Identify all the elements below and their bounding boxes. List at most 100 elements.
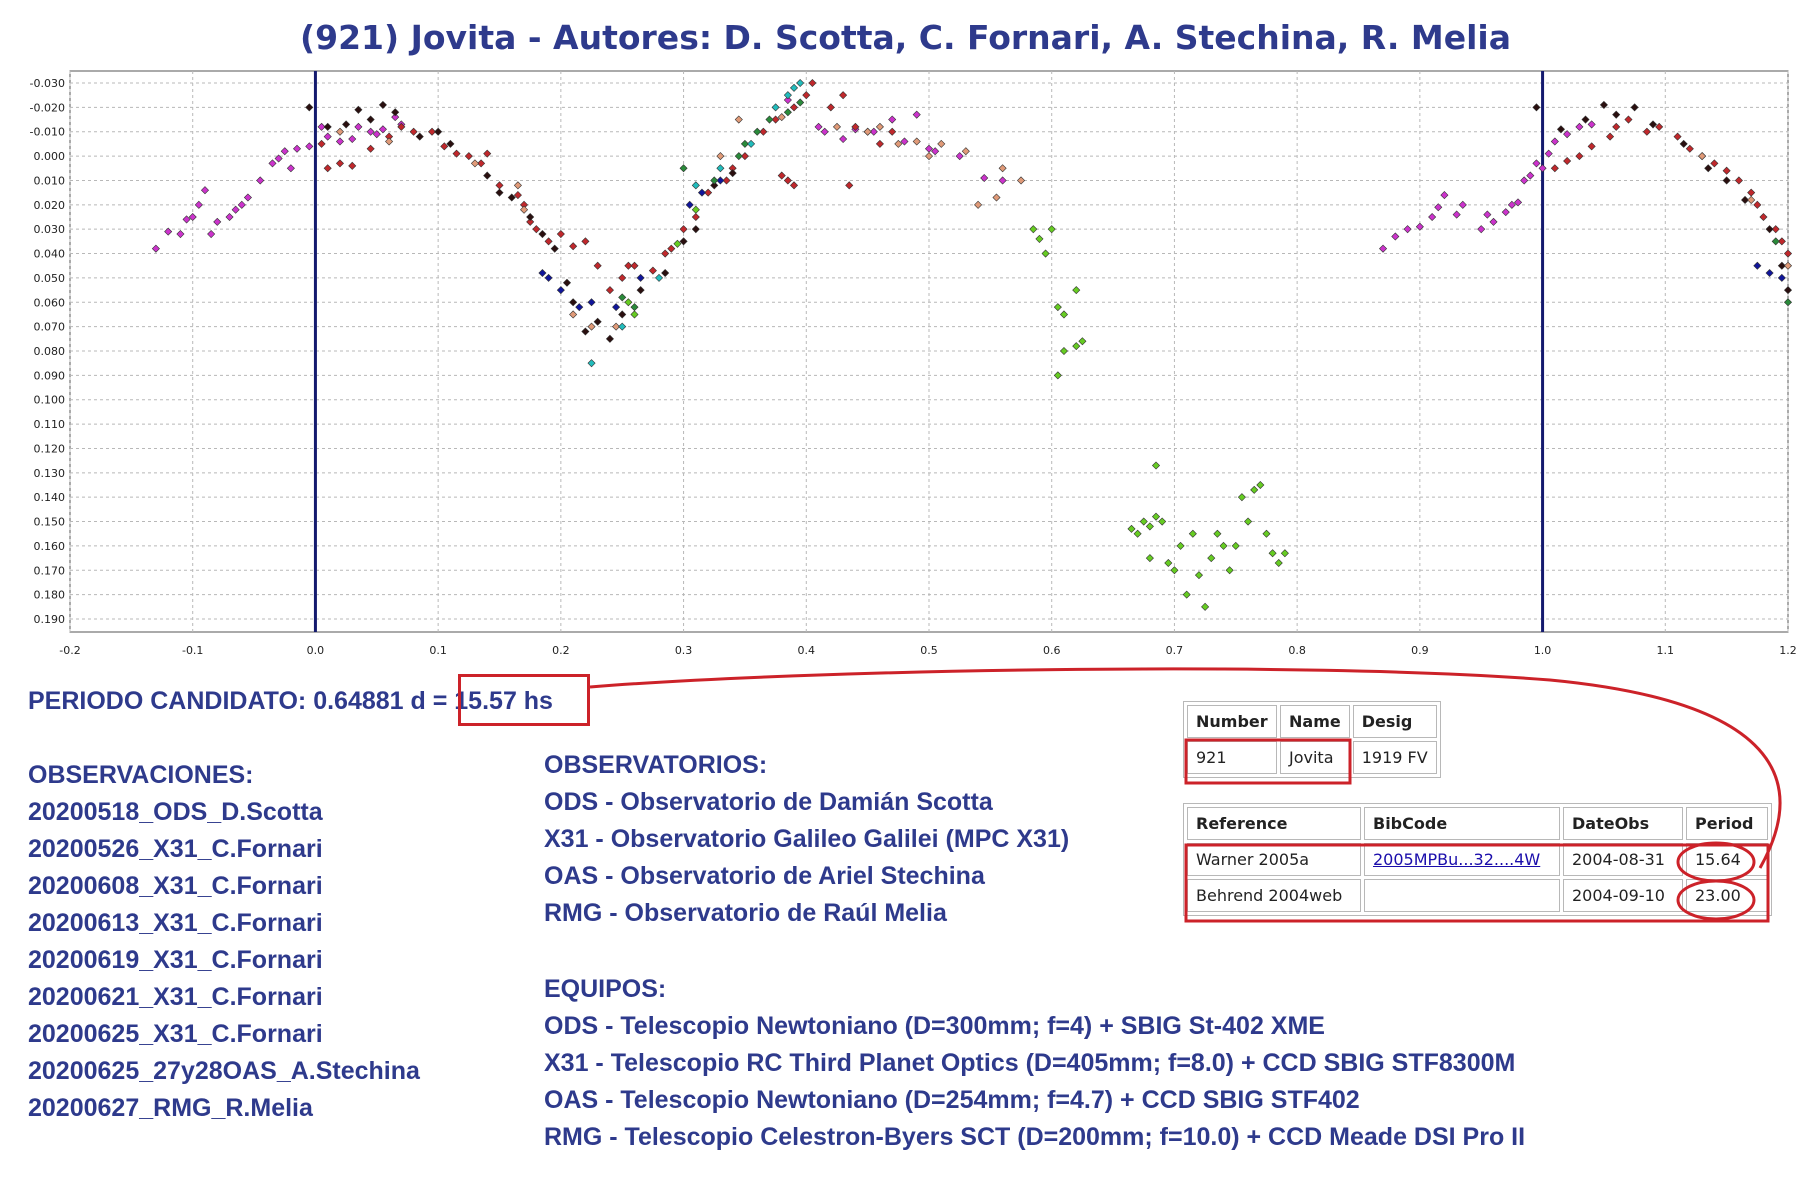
data-point	[575, 303, 584, 312]
data-point	[1507, 200, 1516, 209]
data-point	[998, 164, 1007, 173]
data-point	[593, 261, 602, 270]
data-point	[1630, 103, 1639, 112]
data-point	[556, 286, 565, 295]
header-dateobs: DateObs	[1563, 807, 1683, 840]
data-point	[1244, 517, 1253, 526]
data-point	[679, 225, 688, 234]
cell-reference: Warner 2005a	[1187, 843, 1361, 876]
data-point	[268, 159, 277, 168]
data-point	[1783, 261, 1793, 270]
data-point	[1053, 303, 1062, 312]
data-point	[1151, 461, 1161, 470]
data-point	[1575, 122, 1584, 131]
data-point	[1753, 200, 1762, 209]
cell-period: 15.64	[1686, 843, 1768, 876]
data-point	[704, 188, 713, 197]
data-point	[188, 212, 197, 222]
data-point	[624, 261, 633, 270]
data-point	[1280, 549, 1289, 558]
x-tick-label: 0.0	[307, 644, 325, 657]
header-name: Name	[1280, 705, 1350, 738]
bibcode-link[interactable]: 2005MPBu...32....4W	[1373, 850, 1541, 869]
data-point	[581, 237, 590, 246]
data-point	[1225, 566, 1234, 575]
data-point	[562, 278, 572, 287]
data-point	[335, 127, 344, 136]
data-point	[992, 193, 1001, 202]
data-point	[1753, 261, 1762, 270]
data-point	[612, 322, 621, 331]
cell-bibcode: 2005MPBu...32....4W	[1364, 843, 1560, 876]
cell-reference: Behrend 2004web	[1187, 879, 1361, 912]
data-point	[955, 152, 964, 161]
data-point	[679, 164, 688, 173]
data-point	[464, 152, 473, 161]
header-desig: Desig	[1352, 705, 1437, 738]
data-point	[685, 200, 694, 209]
cell-name: Jovita	[1280, 741, 1350, 774]
data-point	[1151, 512, 1161, 521]
data-point	[1041, 249, 1050, 258]
data-point	[1428, 212, 1437, 222]
header-period: Period	[1686, 807, 1768, 840]
data-point	[1059, 310, 1069, 319]
y-tick-label: 0.110	[34, 418, 66, 431]
data-point	[1182, 590, 1191, 599]
data-point	[691, 181, 700, 190]
data-point	[286, 164, 295, 173]
data-point	[1710, 159, 1719, 168]
data-point	[1673, 132, 1682, 141]
y-tick-label: 0.180	[34, 589, 66, 602]
cell-dateobs: 2004-09-10	[1563, 879, 1683, 912]
data-point	[636, 286, 645, 295]
data-point	[569, 242, 578, 251]
data-point	[673, 239, 682, 248]
data-point	[1483, 210, 1492, 219]
data-point	[1783, 249, 1793, 258]
cell-desig: 1919 FV	[1352, 741, 1437, 774]
data-point	[777, 113, 786, 122]
data-point	[747, 139, 756, 148]
data-point	[391, 108, 400, 117]
data-point	[1139, 517, 1148, 526]
data-point	[771, 103, 780, 112]
x-tick-label: 1.1	[1657, 644, 1675, 657]
data-point	[1563, 130, 1572, 139]
data-point	[661, 249, 670, 258]
data-point	[1477, 225, 1486, 234]
header-number: Number	[1187, 705, 1277, 738]
observaciones-title: OBSERVACIONES:	[28, 761, 254, 789]
y-tick-label: 0.000	[34, 150, 66, 163]
data-point	[1587, 142, 1596, 151]
data-point	[808, 78, 817, 88]
data-point	[1379, 244, 1388, 253]
data-point	[452, 149, 461, 158]
data-point	[1219, 541, 1228, 550]
data-point	[716, 164, 725, 173]
data-point	[434, 127, 443, 136]
y-tick-label: 0.170	[34, 564, 66, 577]
y-tick-label: 0.070	[34, 321, 66, 334]
data-point	[427, 127, 437, 136]
equipo-item: ODS - Telescopio Newtoniano (D=300mm; f=…	[544, 1012, 1325, 1040]
data-point	[1606, 132, 1615, 141]
data-point	[612, 303, 621, 312]
x-tick-label: 0.9	[1411, 644, 1429, 657]
data-point	[931, 147, 940, 156]
data-point	[630, 261, 639, 270]
data-point	[998, 176, 1007, 185]
x-tick-label: 1.2	[1779, 644, 1797, 657]
data-point	[587, 298, 596, 307]
data-point	[655, 273, 664, 282]
data-point	[1612, 110, 1621, 119]
data-point	[783, 176, 792, 185]
data-point	[507, 193, 516, 202]
data-point	[587, 322, 596, 331]
data-point	[937, 139, 946, 148]
data-point	[1029, 225, 1038, 234]
data-point	[869, 127, 878, 136]
data-point	[1440, 191, 1449, 200]
data-point	[796, 98, 805, 107]
data-point	[194, 200, 203, 209]
